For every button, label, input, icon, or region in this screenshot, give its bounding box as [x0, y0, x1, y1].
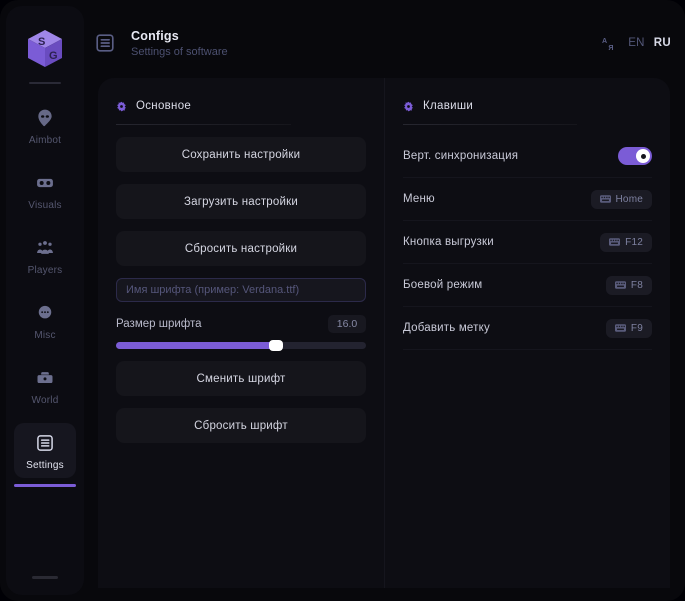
gear-icon: [403, 101, 414, 112]
svg-text:G: G: [49, 50, 58, 62]
page-subtitle: Settings of software: [131, 45, 228, 58]
translate-icon: A Я: [601, 34, 619, 52]
briefcase-icon: [34, 367, 56, 389]
sidebar-item-label: Settings: [26, 460, 64, 471]
keyboard-icon: [614, 324, 626, 333]
keybind-value: Home: [615, 193, 643, 205]
font-name-input[interactable]: [116, 278, 366, 302]
chat-dots-icon: [34, 302, 56, 324]
row-label: Кнопка выгрузки: [403, 236, 494, 248]
row-label: Меню: [403, 193, 435, 205]
sidebar-bottom-divider: [32, 576, 58, 579]
header: Configs Settings of software A Я EN RU: [92, 14, 671, 72]
lang-ru-button[interactable]: RU: [653, 37, 671, 49]
keyboard-icon: [614, 281, 626, 290]
sidebar: S G Aimbot: [6, 6, 84, 595]
row-label: Добавить метку: [403, 322, 490, 334]
font-size-slider[interactable]: [116, 340, 366, 351]
sidebar-item-label: World: [31, 395, 59, 406]
sidebar-item-settings[interactable]: Settings: [14, 423, 76, 478]
users-group-icon: [34, 237, 56, 259]
sidebar-divider: [29, 82, 61, 84]
menu-keybind-button[interactable]: Home: [590, 189, 652, 209]
goggles-icon: [34, 172, 56, 194]
general-panel-title: Основное: [136, 100, 192, 112]
slider-thumb[interactable]: [269, 340, 283, 351]
unload-keybind-button[interactable]: F12: [600, 232, 652, 252]
sidebar-nav: Aimbot Visuals: [6, 98, 84, 495]
panel-divider: [403, 124, 578, 125]
page-title: Configs: [131, 28, 179, 43]
svg-text:Я: Я: [608, 43, 613, 51]
sidebar-item-label: Players: [27, 265, 63, 276]
panel-divider: [116, 124, 291, 125]
keyboard-icon: [609, 238, 621, 247]
sidebar-active-indicator: [14, 484, 76, 487]
header-text: Configs Settings of software: [131, 29, 228, 58]
row-vsync: Верт. синхронизация: [403, 135, 652, 178]
reset-settings-button[interactable]: Сбросить настройки: [116, 231, 366, 266]
font-size-value: 16.0: [328, 315, 366, 333]
keys-panel: Клавиши Верт. синхронизация Меню: [384, 78, 670, 588]
save-settings-button[interactable]: Сохранить настройки: [116, 137, 366, 172]
alien-head-icon: [34, 107, 56, 129]
change-font-button[interactable]: Сменить шрифт: [116, 361, 366, 396]
row-label: Боевой режим: [403, 279, 483, 291]
add-marker-keybind-button[interactable]: F9: [605, 318, 652, 338]
toggle-knob: [636, 149, 650, 163]
gear-icon: [116, 101, 127, 112]
reset-font-button[interactable]: Сбросить шрифт: [116, 408, 366, 443]
vsync-toggle[interactable]: [618, 147, 652, 165]
row-menu-key: Меню Home: [403, 178, 652, 221]
lang-en-button[interactable]: EN: [628, 37, 645, 49]
keybind-value: F12: [625, 236, 643, 248]
sidebar-item-misc[interactable]: Misc: [14, 293, 76, 348]
svg-text:S: S: [38, 36, 45, 48]
font-size-label: Размер шрифта: [116, 318, 202, 330]
row-label: Верт. синхронизация: [403, 150, 519, 162]
sidebar-item-visuals[interactable]: Visuals: [14, 163, 76, 218]
cube-logo-icon: S G: [28, 30, 62, 67]
general-panel-header: Основное: [116, 100, 366, 112]
sidebar-item-world[interactable]: World: [14, 358, 76, 413]
keybind-value: F9: [630, 322, 643, 334]
content-area: Основное Сохранить настройки Загрузить н…: [98, 78, 670, 588]
language-switcher: A Я EN RU: [601, 34, 671, 52]
app-logo[interactable]: S G: [19, 22, 71, 74]
load-settings-button[interactable]: Загрузить настройки: [116, 184, 366, 219]
svg-text:A: A: [602, 36, 607, 44]
keys-panel-title: Клавиши: [423, 100, 474, 112]
row-unload-key: Кнопка выгрузки F12: [403, 221, 652, 264]
row-combat-mode-key: Боевой режим F8: [403, 264, 652, 307]
keyboard-icon: [599, 195, 611, 204]
sidebar-item-players[interactable]: Players: [14, 228, 76, 283]
row-add-marker-key: Добавить метку F9: [403, 307, 652, 350]
slider-fill: [116, 342, 276, 349]
combat-mode-keybind-button[interactable]: F8: [605, 275, 652, 295]
keybind-value: F8: [630, 279, 643, 291]
sidebar-item-label: Visuals: [28, 200, 62, 211]
keys-panel-header: Клавиши: [403, 100, 652, 112]
sidebar-item-label: Misc: [34, 330, 56, 341]
list-card-icon: [92, 30, 118, 56]
general-panel: Основное Сохранить настройки Загрузить н…: [98, 78, 384, 588]
list-card-icon: [34, 432, 56, 454]
font-size-row: Размер шрифта 16.0: [116, 315, 366, 333]
sidebar-item-label: Aimbot: [28, 135, 62, 146]
sidebar-item-aimbot[interactable]: Aimbot: [14, 98, 76, 153]
